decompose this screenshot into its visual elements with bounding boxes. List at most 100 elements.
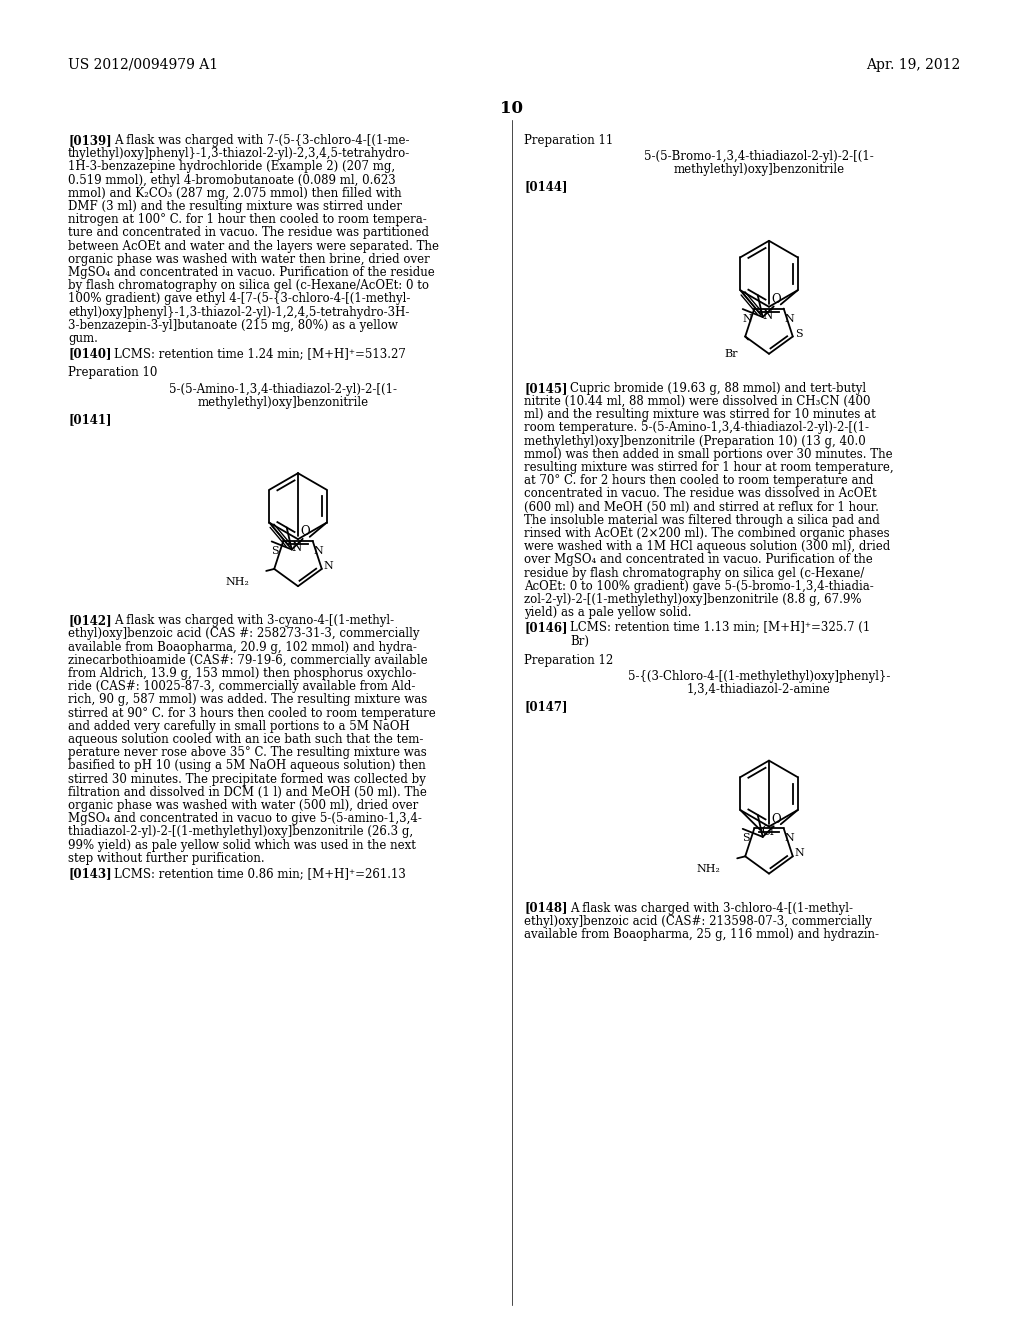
Text: The insoluble material was filtered through a silica pad and: The insoluble material was filtered thro… xyxy=(524,513,880,527)
Text: A flask was charged with 7-(5-{3-chloro-4-[(1-me-: A flask was charged with 7-(5-{3-chloro-… xyxy=(114,135,410,147)
Text: NH₂: NH₂ xyxy=(225,577,249,587)
Text: ethyl)oxy]benzoic acid (CAS #: 258273-31-3, commercially: ethyl)oxy]benzoic acid (CAS #: 258273-31… xyxy=(68,627,420,640)
Text: LCMS: retention time 0.86 min; [M+H]⁺=261.13: LCMS: retention time 0.86 min; [M+H]⁺=26… xyxy=(114,867,406,880)
Text: [0141]: [0141] xyxy=(68,413,112,426)
Text: LCMS: retention time 1.24 min; [M+H]⁺=513.27: LCMS: retention time 1.24 min; [M+H]⁺=51… xyxy=(114,347,406,360)
Text: [0145]: [0145] xyxy=(524,381,567,395)
Text: organic phase was washed with water then brine, dried over: organic phase was washed with water then… xyxy=(68,253,430,265)
Text: by flash chromatography on silica gel (c-Hexane/AcOEt: 0 to: by flash chromatography on silica gel (c… xyxy=(68,280,429,292)
Text: N: N xyxy=(742,314,752,323)
Text: [0146]: [0146] xyxy=(524,622,567,635)
Text: residue by flash chromatography on silica gel (c-Hexane/: residue by flash chromatography on silic… xyxy=(524,566,864,579)
Text: A flask was charged with 3-cyano-4-[(1-methyl-: A flask was charged with 3-cyano-4-[(1-m… xyxy=(114,614,394,627)
Text: 1,3,4-thiadiazol-2-amine: 1,3,4-thiadiazol-2-amine xyxy=(687,684,830,696)
Text: 1H-3-benzazepine hydrochloride (Example 2) (207 mg,: 1H-3-benzazepine hydrochloride (Example … xyxy=(68,161,395,173)
Text: filtration and dissolved in DCM (1 l) and MeOH (50 ml). The: filtration and dissolved in DCM (1 l) an… xyxy=(68,785,427,799)
Text: available from Boaopharma, 20.9 g, 102 mmol) and hydra-: available from Boaopharma, 20.9 g, 102 m… xyxy=(68,640,417,653)
Text: O: O xyxy=(771,813,780,826)
Text: step without further purification.: step without further purification. xyxy=(68,851,264,865)
Text: thiadiazol-2-yl)-2-[(1-methylethyl)oxy]benzonitrile (26.3 g,: thiadiazol-2-yl)-2-[(1-methylethyl)oxy]b… xyxy=(68,825,413,838)
Text: [0139]: [0139] xyxy=(68,135,112,147)
Text: [0142]: [0142] xyxy=(68,614,112,627)
Text: methylethyl)oxy]benzonitrile: methylethyl)oxy]benzonitrile xyxy=(198,396,369,409)
Text: O: O xyxy=(771,293,780,306)
Text: gum.: gum. xyxy=(68,333,98,345)
Text: available from Boaopharma, 25 g, 116 mmol) and hydrazin-: available from Boaopharma, 25 g, 116 mmo… xyxy=(524,928,879,941)
Text: room temperature. 5-(5-Amino-1,3,4-thiadiazol-2-yl)-2-[(1-: room temperature. 5-(5-Amino-1,3,4-thiad… xyxy=(524,421,869,434)
Text: [0143]: [0143] xyxy=(68,867,112,880)
Text: 5-(5-Amino-1,3,4-thiadiazol-2-yl)-2-[(1-: 5-(5-Amino-1,3,4-thiadiazol-2-yl)-2-[(1- xyxy=(169,383,397,396)
Text: Cupric bromide (19.63 g, 88 mmol) and tert-butyl: Cupric bromide (19.63 g, 88 mmol) and te… xyxy=(570,381,866,395)
Text: 10: 10 xyxy=(501,100,523,117)
Text: N: N xyxy=(784,833,795,843)
Text: S: S xyxy=(795,329,803,338)
Text: N: N xyxy=(795,849,805,858)
Text: Preparation 10: Preparation 10 xyxy=(68,367,158,379)
Text: from Aldrich, 13.9 g, 153 mmol) then phosphorus oxychlo-: from Aldrich, 13.9 g, 153 mmol) then pho… xyxy=(68,667,416,680)
Text: at 70° C. for 2 hours then cooled to room temperature and: at 70° C. for 2 hours then cooled to roo… xyxy=(524,474,873,487)
Text: Preparation 12: Preparation 12 xyxy=(524,653,613,667)
Text: A flask was charged with 3-chloro-4-[(1-methyl-: A flask was charged with 3-chloro-4-[(1-… xyxy=(570,902,853,915)
Text: S: S xyxy=(742,833,750,843)
Text: stirred 30 minutes. The precipitate formed was collected by: stirred 30 minutes. The precipitate form… xyxy=(68,772,426,785)
Text: S: S xyxy=(271,546,279,556)
Text: ride (CAS#: 10025-87-3, commercially available from Ald-: ride (CAS#: 10025-87-3, commercially ava… xyxy=(68,680,416,693)
Text: DMF (3 ml) and the resulting mixture was stirred under: DMF (3 ml) and the resulting mixture was… xyxy=(68,201,402,213)
Text: ml) and the resulting mixture was stirred for 10 minutes at: ml) and the resulting mixture was stirre… xyxy=(524,408,876,421)
Text: nitrite (10.44 ml, 88 mmol) were dissolved in CH₃CN (400: nitrite (10.44 ml, 88 mmol) were dissolv… xyxy=(524,395,870,408)
Text: zol-2-yl)-2-[(1-methylethyl)oxy]benzonitrile (8.8 g, 67.9%: zol-2-yl)-2-[(1-methylethyl)oxy]benzonit… xyxy=(524,593,861,606)
Text: were washed with a 1M HCl aqueous solution (300 ml), dried: were washed with a 1M HCl aqueous soluti… xyxy=(524,540,890,553)
Text: concentrated in vacuo. The residue was dissolved in AcOEt: concentrated in vacuo. The residue was d… xyxy=(524,487,877,500)
Text: [0148]: [0148] xyxy=(524,902,567,915)
Text: Br: Br xyxy=(725,348,738,359)
Text: MgSO₄ and concentrated in vacuo. Purification of the residue: MgSO₄ and concentrated in vacuo. Purific… xyxy=(68,267,435,279)
Text: NH₂: NH₂ xyxy=(696,865,720,874)
Text: 0.519 mmol), ethyl 4-bromobutanoate (0.089 ml, 0.623: 0.519 mmol), ethyl 4-bromobutanoate (0.0… xyxy=(68,174,395,186)
Text: Br): Br) xyxy=(570,635,589,648)
Text: mmol) and K₂CO₃ (287 mg, 2.075 mmol) then filled with: mmol) and K₂CO₃ (287 mg, 2.075 mmol) the… xyxy=(68,187,401,199)
Text: mmol) was then added in small portions over 30 minutes. The: mmol) was then added in small portions o… xyxy=(524,447,893,461)
Text: 3-benzazepin-3-yl]butanoate (215 mg, 80%) as a yellow: 3-benzazepin-3-yl]butanoate (215 mg, 80%… xyxy=(68,319,398,331)
Text: ethyl)oxy]phenyl}-1,3-thiazol-2-yl)-1,2,4,5-tetrahydro-3H-: ethyl)oxy]phenyl}-1,3-thiazol-2-yl)-1,2,… xyxy=(68,306,410,318)
Text: stirred at 90° C. for 3 hours then cooled to room temperature: stirred at 90° C. for 3 hours then coole… xyxy=(68,706,436,719)
Text: zinecarbothioamide (CAS#: 79-19-6, commercially available: zinecarbothioamide (CAS#: 79-19-6, comme… xyxy=(68,653,428,667)
Text: nitrogen at 100° C. for 1 hour then cooled to room tempera-: nitrogen at 100° C. for 1 hour then cool… xyxy=(68,214,427,226)
Text: N: N xyxy=(324,561,334,572)
Text: 99% yield) as pale yellow solid which was used in the next: 99% yield) as pale yellow solid which wa… xyxy=(68,838,416,851)
Text: AcOEt: 0 to 100% gradient) gave 5-(5-bromo-1,3,4-thiadia-: AcOEt: 0 to 100% gradient) gave 5-(5-bro… xyxy=(524,579,873,593)
Text: methylethyl)oxy]benzonitrile (Preparation 10) (13 g, 40.0: methylethyl)oxy]benzonitrile (Preparatio… xyxy=(524,434,865,447)
Text: aqueous solution cooled with an ice bath such that the tem-: aqueous solution cooled with an ice bath… xyxy=(68,733,423,746)
Text: [0147]: [0147] xyxy=(524,701,567,713)
Text: basified to pH 10 (using a 5M NaOH aqueous solution) then: basified to pH 10 (using a 5M NaOH aqueo… xyxy=(68,759,426,772)
Text: MgSO₄ and concentrated in vacuo to give 5-(5-amino-1,3,4-: MgSO₄ and concentrated in vacuo to give … xyxy=(68,812,422,825)
Text: and added very carefully in small portions to a 5M NaOH: and added very carefully in small portio… xyxy=(68,719,410,733)
Text: between AcOEt and water and the layers were separated. The: between AcOEt and water and the layers w… xyxy=(68,240,439,252)
Text: rich, 90 g, 587 mmol) was added. The resulting mixture was: rich, 90 g, 587 mmol) was added. The res… xyxy=(68,693,427,706)
Text: ethyl)oxy]benzoic acid (CAS#: 213598-07-3, commercially: ethyl)oxy]benzoic acid (CAS#: 213598-07-… xyxy=(524,915,871,928)
Text: N: N xyxy=(291,541,301,554)
Text: N: N xyxy=(762,309,772,322)
Text: over MgSO₄ and concentrated in vacuo. Purification of the: over MgSO₄ and concentrated in vacuo. Pu… xyxy=(524,553,872,566)
Text: 100% gradient) gave ethyl 4-[7-(5-{3-chloro-4-[(1-methyl-: 100% gradient) gave ethyl 4-[7-(5-{3-chl… xyxy=(68,293,411,305)
Text: [0144]: [0144] xyxy=(524,181,567,194)
Text: resulting mixture was stirred for 1 hour at room temperature,: resulting mixture was stirred for 1 hour… xyxy=(524,461,894,474)
Text: perature never rose above 35° C. The resulting mixture was: perature never rose above 35° C. The res… xyxy=(68,746,427,759)
Text: O: O xyxy=(300,525,309,539)
Text: Preparation 11: Preparation 11 xyxy=(524,135,613,147)
Text: (600 ml) and MeOH (50 ml) and stirred at reflux for 1 hour.: (600 ml) and MeOH (50 ml) and stirred at… xyxy=(524,500,879,513)
Text: yield) as a pale yellow solid.: yield) as a pale yellow solid. xyxy=(524,606,691,619)
Text: organic phase was washed with water (500 ml), dried over: organic phase was washed with water (500… xyxy=(68,799,418,812)
Text: 5-{(3-Chloro-4-[(1-methylethyl)oxy]phenyl}-: 5-{(3-Chloro-4-[(1-methylethyl)oxy]pheny… xyxy=(628,671,890,682)
Text: US 2012/0094979 A1: US 2012/0094979 A1 xyxy=(68,58,218,73)
Text: N: N xyxy=(784,314,795,323)
Text: [0140]: [0140] xyxy=(68,347,112,360)
Text: N: N xyxy=(313,546,324,556)
Text: LCMS: retention time 1.13 min; [M+H]⁺=325.7 (1: LCMS: retention time 1.13 min; [M+H]⁺=32… xyxy=(570,622,870,635)
Text: ture and concentrated in vacuo. The residue was partitioned: ture and concentrated in vacuo. The resi… xyxy=(68,227,429,239)
Text: rinsed with AcOEt (2×200 ml). The combined organic phases: rinsed with AcOEt (2×200 ml). The combin… xyxy=(524,527,890,540)
Text: thylethyl)oxy]phenyl}-1,3-thiazol-2-yl)-2,3,4,5-tetrahydro-: thylethyl)oxy]phenyl}-1,3-thiazol-2-yl)-… xyxy=(68,148,411,160)
Text: methylethyl)oxy]benzonitrile: methylethyl)oxy]benzonitrile xyxy=(674,164,845,177)
Text: Cl: Cl xyxy=(761,825,774,838)
Text: 5-(5-Bromo-1,3,4-thiadiazol-2-yl)-2-[(1-: 5-(5-Bromo-1,3,4-thiadiazol-2-yl)-2-[(1- xyxy=(644,150,873,164)
Text: Apr. 19, 2012: Apr. 19, 2012 xyxy=(865,58,961,73)
